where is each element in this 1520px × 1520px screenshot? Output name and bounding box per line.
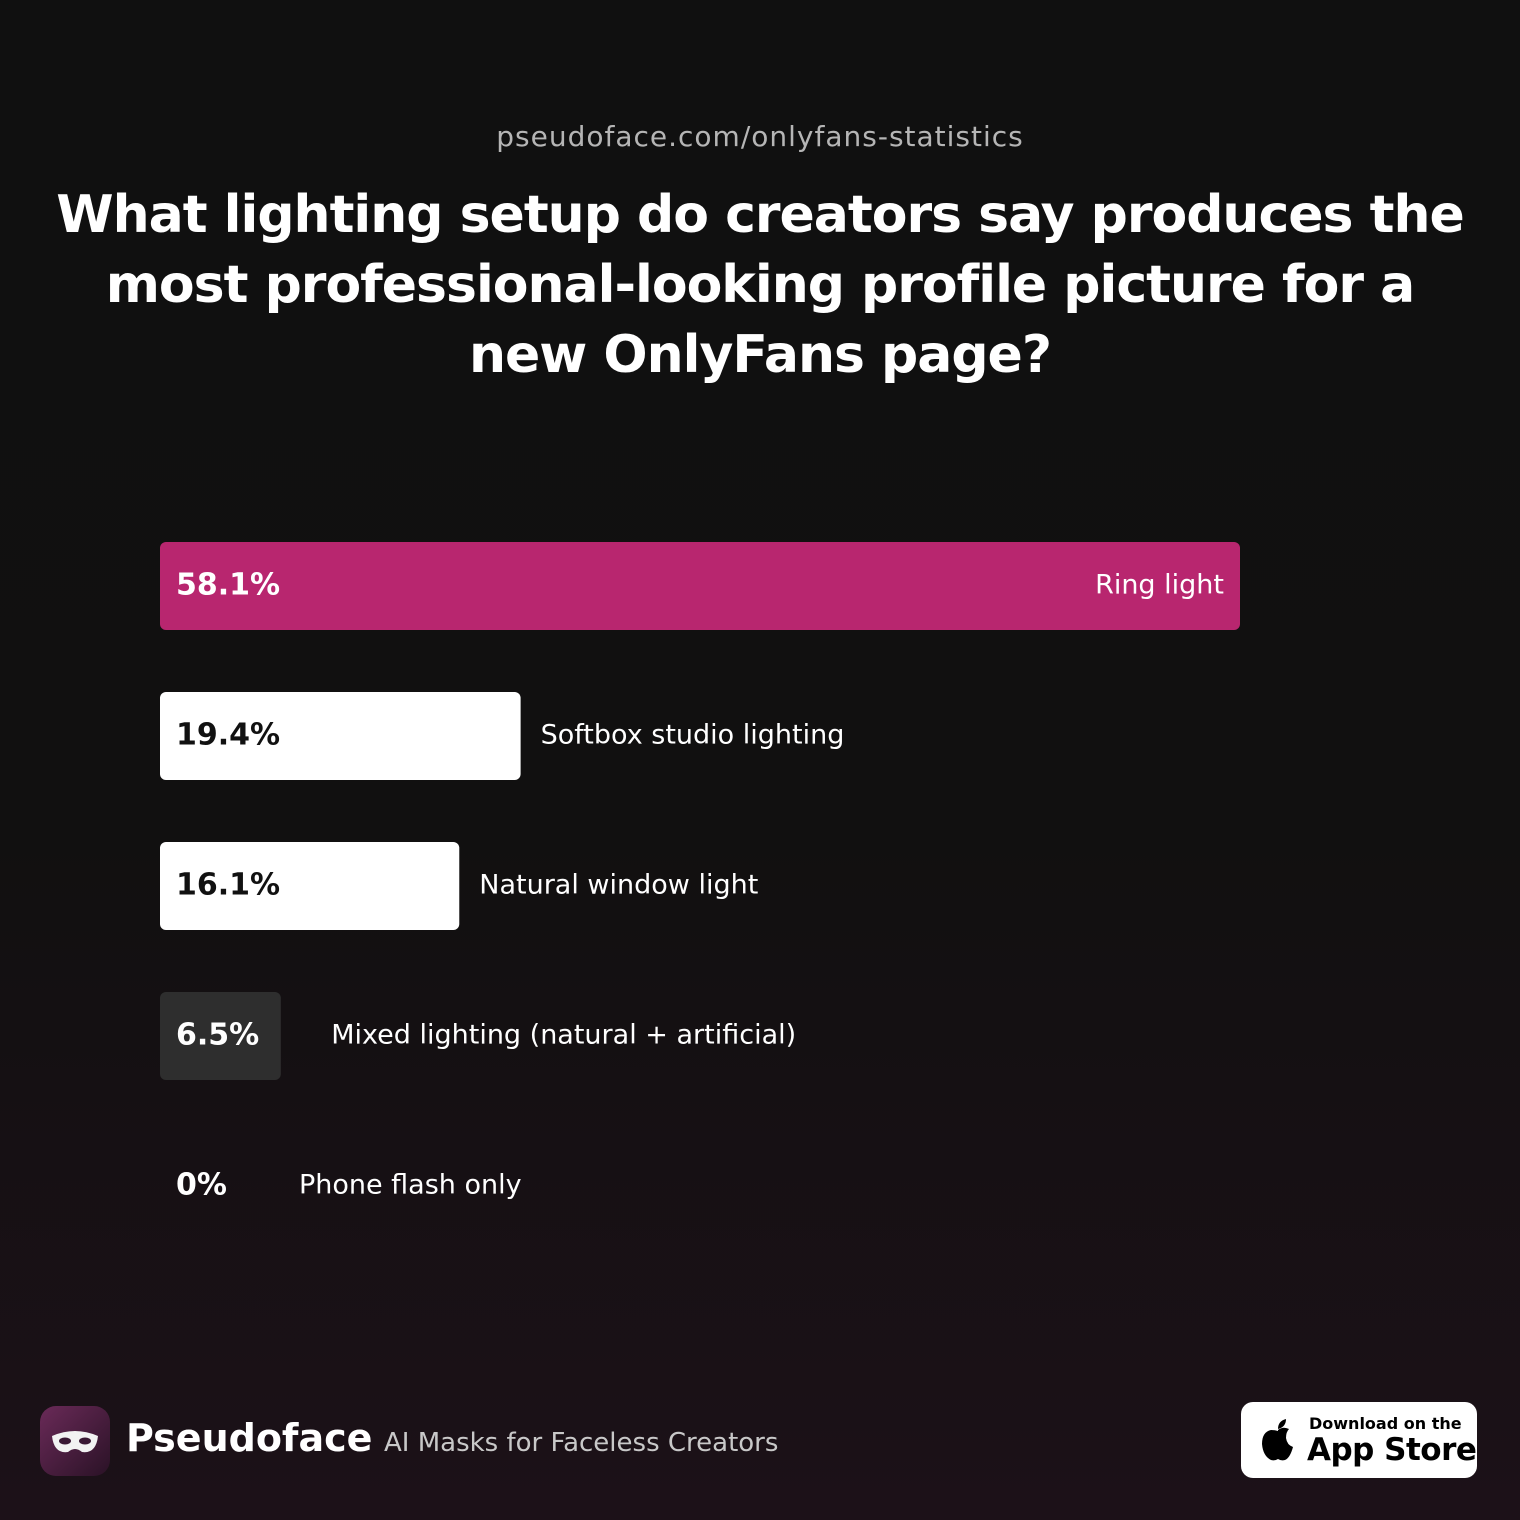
tagline: AI Masks for Faceless Creators (384, 1428, 779, 1458)
apple-logo (1262, 1419, 1293, 1461)
value-label: 19.4% (176, 718, 280, 753)
bar (160, 992, 281, 1080)
category-label: Phone flash only (299, 1170, 522, 1201)
category-label: Softbox studio lighting (541, 720, 845, 751)
category-label: Natural window light (479, 870, 758, 901)
category-label: Mixed lighting (natural + artificial) (331, 1020, 796, 1051)
bar (160, 842, 460, 930)
brand-name: Pseudoface (126, 1416, 373, 1460)
app-store-badge[interactable]: Download on the App Store (1241, 1402, 1477, 1478)
value-label: 16.1% (176, 868, 280, 903)
badge-small-text: Download on the (1309, 1414, 1462, 1433)
source-url: pseudoface.com/onlyfans-statistics (496, 120, 1024, 153)
bar (160, 542, 1240, 630)
value-label: 0% (176, 1168, 227, 1203)
badge-large-text: App Store (1307, 1432, 1477, 1468)
app-icon (40, 1406, 110, 1476)
chart-title: What lighting setup do creators say prod… (56, 185, 1465, 385)
chart: 58.1% Ring light 19.4% Softbox studio light… (160, 542, 1240, 1203)
bar (160, 692, 521, 780)
value-label: 58.1% (176, 568, 280, 603)
value-label: 6.5% (176, 1018, 259, 1053)
category-label: Ring light (1095, 570, 1224, 601)
